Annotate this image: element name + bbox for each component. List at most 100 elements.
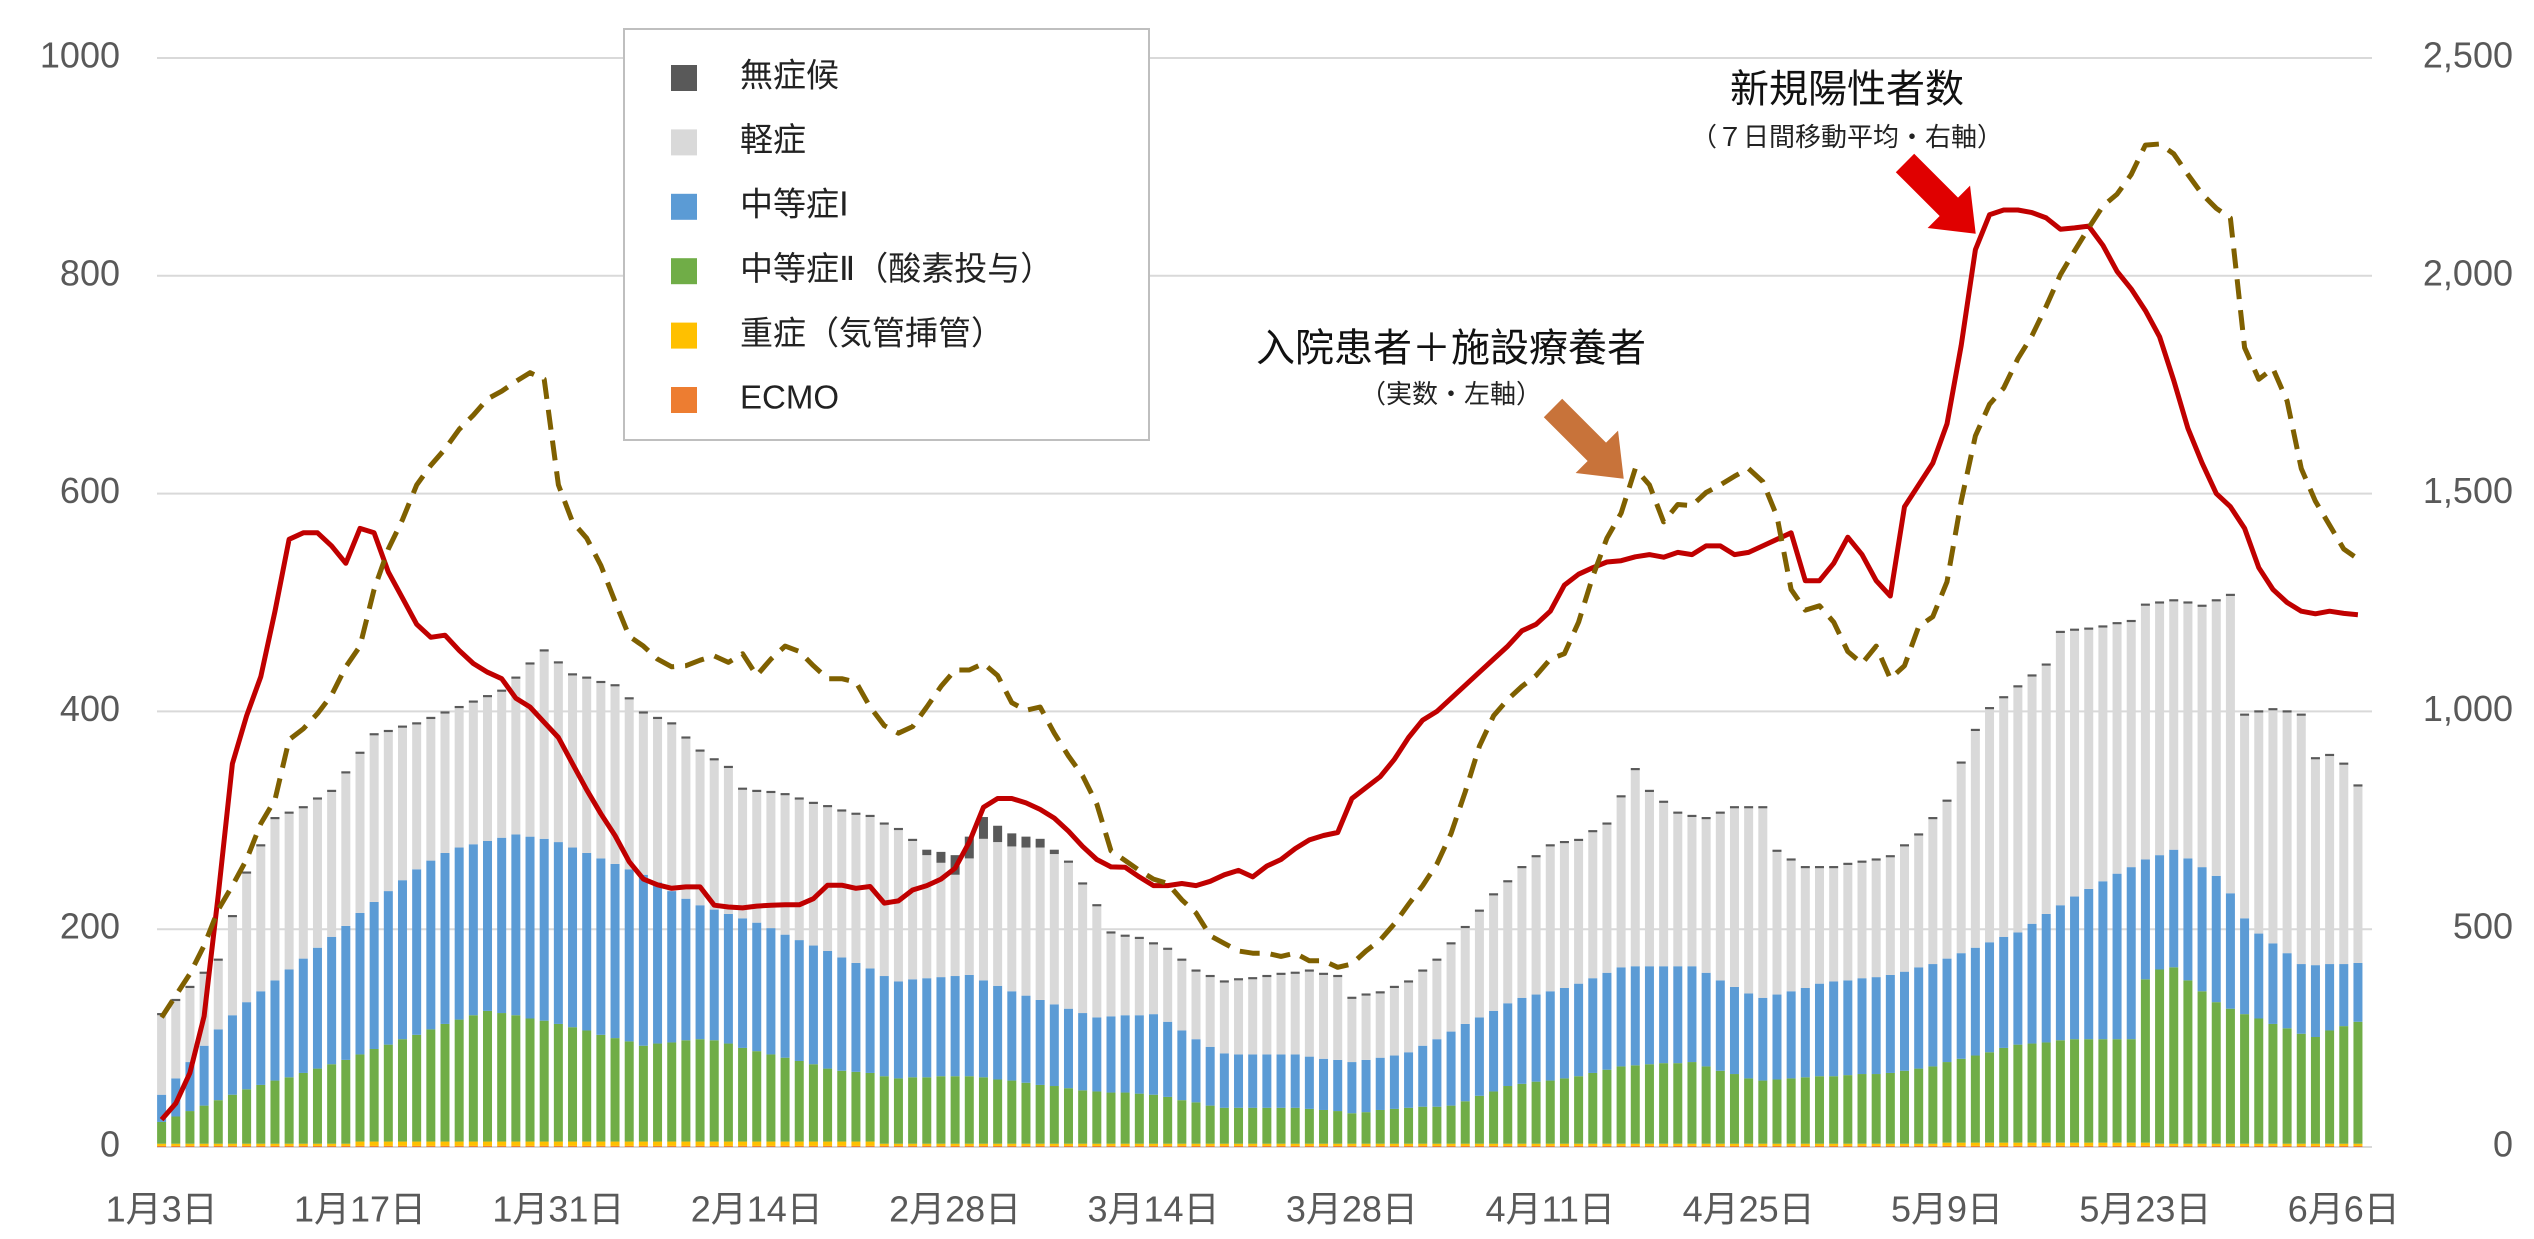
bar-segment	[213, 1143, 223, 1146]
bar-segment	[1644, 789, 1654, 792]
bar-segment	[2013, 1142, 2023, 1146]
bar-segment	[1446, 1145, 1456, 1147]
bar-segment	[2310, 965, 2320, 1038]
bar-segment	[2310, 757, 2320, 760]
bar-segment	[1304, 1143, 1314, 1146]
bar-segment	[171, 998, 181, 1002]
bar-segment	[1885, 1072, 1895, 1144]
bar-segment	[1758, 1080, 1768, 1144]
bar-segment	[2169, 1143, 2179, 1146]
bar-segment	[1120, 936, 1130, 1016]
bar-segment	[1092, 906, 1102, 1018]
bar-segment	[1191, 1102, 1201, 1144]
bar-segment	[1489, 895, 1499, 1011]
bar-segment	[539, 1141, 549, 1146]
bar-segment	[1574, 840, 1584, 984]
bar-segment	[1063, 862, 1073, 1009]
bar-segment	[1021, 836, 1031, 848]
y-tick-label: 400	[60, 688, 120, 729]
bar-segment	[2070, 1039, 2080, 1143]
bar-segment	[837, 1145, 847, 1147]
bar-segment	[2225, 1145, 2235, 1147]
bar-segment	[2282, 1145, 2292, 1147]
legend-swatch	[671, 129, 697, 156]
bar-segment	[1942, 799, 1952, 802]
bar-segment	[1729, 986, 1739, 1075]
bar-segment	[1234, 1145, 1244, 1147]
bar-segment	[2325, 1145, 2335, 1147]
bar-segment	[157, 1143, 167, 1146]
bar-segment	[1545, 844, 1555, 847]
bar-segment	[1644, 966, 1654, 1065]
bar-segment	[1772, 1079, 1782, 1144]
bar-segment	[1744, 1143, 1754, 1146]
bar-segment	[653, 716, 663, 720]
bar-segment	[511, 834, 521, 1016]
bar-segment	[1248, 1054, 1258, 1108]
bar-segment	[1489, 1091, 1499, 1144]
bar-segment	[1092, 904, 1102, 907]
bar-segment	[823, 1141, 833, 1146]
bar-segment	[1389, 1108, 1399, 1144]
bar-segment	[1914, 967, 1924, 1069]
bar-segment	[1432, 958, 1442, 961]
bar-segment	[1021, 1145, 1031, 1147]
bar-segment	[426, 1029, 436, 1142]
bar-segment	[1602, 822, 1612, 825]
bar-segment	[1333, 1145, 1343, 1147]
bar-segment	[1021, 847, 1031, 996]
bar-segment	[922, 855, 932, 979]
bar-segment	[2098, 627, 2108, 882]
bar-segment	[2140, 603, 2150, 606]
bar-segment	[738, 1047, 748, 1142]
bar-segment	[284, 1143, 294, 1146]
bar-segment	[1163, 1145, 1173, 1147]
bar-segment	[1701, 1066, 1711, 1144]
bar-segment	[1531, 994, 1541, 1082]
bar-segment	[893, 981, 903, 1079]
bar-segment	[1191, 1145, 1201, 1147]
bar-segment	[171, 1145, 181, 1147]
bar-segment	[2155, 1145, 2165, 1147]
bar-segment	[2211, 1002, 2221, 1144]
bar-segment	[766, 1141, 776, 1146]
bar-segment	[1404, 1143, 1414, 1146]
legend-label: 重症（気管挿管）	[740, 314, 1004, 351]
bar-segment	[511, 1141, 521, 1146]
bar-segment	[837, 1070, 847, 1142]
bar-segment	[1928, 964, 1938, 1067]
bar-segment	[327, 1143, 337, 1146]
bar-segment	[851, 1071, 861, 1142]
bar-segment	[723, 913, 733, 1044]
bar-segment	[1942, 801, 1952, 959]
bar-segment	[780, 1141, 790, 1146]
bar-segment	[1928, 819, 1938, 965]
bar-segment	[1659, 802, 1669, 967]
bar-segment	[908, 979, 918, 1078]
bar-segment	[1843, 1075, 1853, 1144]
bar-segment	[2296, 1145, 2306, 1147]
bar-segment	[1007, 1143, 1017, 1146]
bar-segment	[1418, 971, 1428, 1046]
bar-segment	[1049, 1145, 1059, 1147]
bar-segment	[936, 1145, 946, 1147]
bar-segment	[1404, 1145, 1414, 1147]
bar-segment	[1333, 977, 1343, 1060]
bar-segment	[199, 971, 209, 974]
bar-segment	[2169, 599, 2179, 602]
bar-segment	[1262, 1054, 1272, 1108]
bar-segment	[1163, 949, 1173, 1022]
bar-segment	[2211, 1145, 2221, 1147]
bar-segment	[483, 1145, 493, 1147]
bar-segment	[752, 922, 762, 1052]
bar-segment	[1970, 728, 1980, 732]
bar-segment	[1106, 933, 1116, 1017]
bar-segment	[1772, 849, 1782, 852]
bar-segment	[794, 799, 804, 941]
bar-segment	[780, 1057, 790, 1142]
bar-segment	[397, 1141, 407, 1146]
bar-segment	[468, 844, 478, 1016]
bar-segment	[1446, 1031, 1456, 1106]
annotation-note: （実数・左軸）	[1360, 379, 1542, 409]
bar-segment	[341, 773, 351, 926]
